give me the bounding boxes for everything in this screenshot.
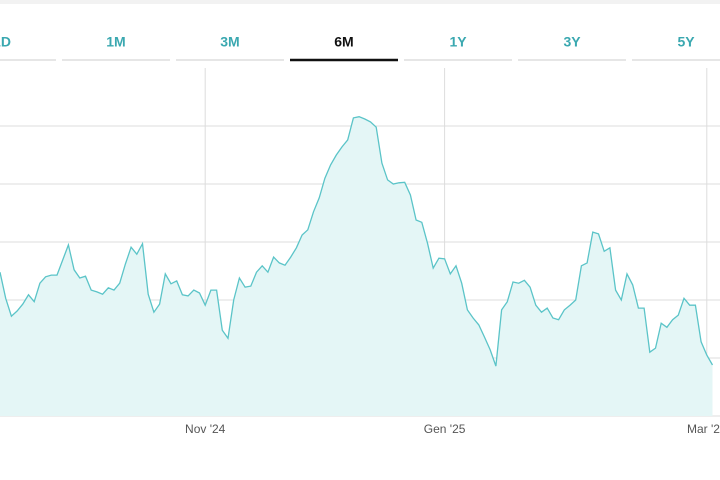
area-fill (0, 116, 713, 416)
top-band (0, 0, 720, 4)
tab-label[interactable]: 3M (220, 34, 239, 50)
tab-label[interactable]: 1D (0, 34, 11, 50)
x-tick-label: Gen '25 (424, 422, 466, 436)
tab-label[interactable]: 1M (106, 34, 125, 50)
tab-label[interactable]: 5Y (677, 34, 695, 50)
tab-label[interactable]: 1Y (449, 34, 467, 50)
tab-label[interactable]: 6M (334, 34, 353, 50)
tab-label[interactable]: 3Y (563, 34, 581, 50)
x-tick-label: Nov '24 (185, 422, 226, 436)
x-tick-label: Mar '25 (687, 422, 720, 436)
area-line (0, 116, 714, 367)
